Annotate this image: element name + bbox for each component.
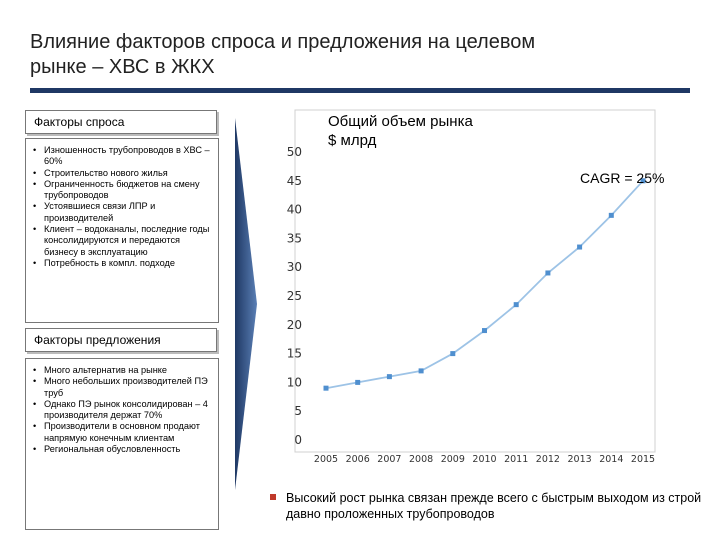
demand-list: Изношенность трубопроводов в ХВС – 60%Ст… <box>26 139 218 273</box>
page-title-line-2: рынке – ХВС в ЖКХ <box>30 56 215 78</box>
supply-item: Однако ПЭ рынок консолидирован – 4 произ… <box>30 399 214 422</box>
data-point <box>482 328 487 334</box>
chart-title: Общий объем рынка $ млрд <box>328 112 473 150</box>
demand-item: Устоявшиеся связи ЛПР и производителей <box>30 201 214 224</box>
y-tick-label: 5 <box>294 404 302 418</box>
data-point <box>545 270 551 276</box>
x-tick-label: 2011 <box>504 454 528 465</box>
demand-item: Изношенность трубопроводов в ХВС – 60% <box>30 145 214 168</box>
x-tick-label: 2006 <box>346 454 370 465</box>
demand-panel: Изношенность трубопроводов в ХВС – 60%Ст… <box>25 138 219 323</box>
y-tick-label: 0 <box>294 433 302 447</box>
y-tick-label: 10 <box>287 375 302 389</box>
x-tick-label: 2009 <box>441 454 465 465</box>
chart-frame <box>294 109 656 453</box>
x-tick-label: 2005 <box>314 454 338 465</box>
supply-heading: Факторы предложения <box>25 328 217 352</box>
y-tick-label: 15 <box>287 347 302 361</box>
series-line <box>325 180 644 390</box>
y-tick-label: 20 <box>287 318 302 332</box>
data-point <box>418 368 424 374</box>
y-tick-label: 45 <box>287 174 302 188</box>
x-tick-label: 2010 <box>472 454 496 465</box>
data-point <box>640 178 646 184</box>
data-point <box>355 379 361 385</box>
supply-item: Производители в основном продают напряму… <box>30 421 214 444</box>
cagr-annotation: CAGR = 25% <box>580 170 665 186</box>
x-tick-label: 2007 <box>377 454 401 465</box>
supply-item: Региональная обусловленность <box>30 444 214 456</box>
y-tick-label: 30 <box>287 260 302 274</box>
data-point <box>386 374 392 380</box>
demand-item: Ограниченность бюджетов на смену трубопр… <box>30 179 214 202</box>
data-point <box>608 212 614 218</box>
chart-title-line-2: $ млрд <box>328 132 377 149</box>
title-underline <box>30 88 690 93</box>
supply-panel: Много альтернатив на рынкеМного небольши… <box>25 358 219 530</box>
conclusion-note: Высокий рост рынка связан прежде всего с… <box>270 490 716 522</box>
y-tick-label: 25 <box>287 289 302 303</box>
x-tick-label: 2013 <box>568 454 592 465</box>
y-tick-label: 35 <box>287 231 302 245</box>
y-tick-label: 40 <box>287 203 302 217</box>
red-square-bullet-icon <box>270 494 276 500</box>
x-tick-label: 2008 <box>409 454 433 465</box>
data-point <box>577 244 583 250</box>
conclusion-text: Высокий рост рынка связан прежде всего с… <box>286 491 702 521</box>
data-point <box>323 385 329 391</box>
supply-item: Много альтернатив на рынке <box>30 365 214 377</box>
page-title: Влияние факторов спроса и предложения на… <box>30 30 670 80</box>
demand-item: Клиент – водоканалы, последние годы конс… <box>30 224 214 258</box>
x-tick-label: 2014 <box>599 454 623 465</box>
demand-item: Строительство нового жилья <box>30 168 214 180</box>
chart-title-line-1: Общий объем рынка <box>328 113 473 130</box>
supply-item: Много небольших производителей ПЭ труб <box>30 376 214 399</box>
y-tick-label: 50 <box>287 145 302 159</box>
x-tick-label: 2015 <box>631 454 655 465</box>
page-title-line-1: Влияние факторов спроса и предложения на… <box>30 31 536 53</box>
demand-heading: Факторы спроса <box>25 110 217 134</box>
market-volume-chart: 0 5 10 15 20 25 30 35 40 45 50 2005 2006 2007 2008 200… <box>287 109 656 465</box>
right-arrow-icon <box>235 118 257 490</box>
data-point <box>450 351 456 357</box>
demand-item: Потребность в компл. подходе <box>30 258 214 270</box>
data-point <box>513 302 519 308</box>
supply-list: Много альтернатив на рынкеМного небольши… <box>26 359 218 459</box>
x-tick-label: 2012 <box>536 454 560 465</box>
